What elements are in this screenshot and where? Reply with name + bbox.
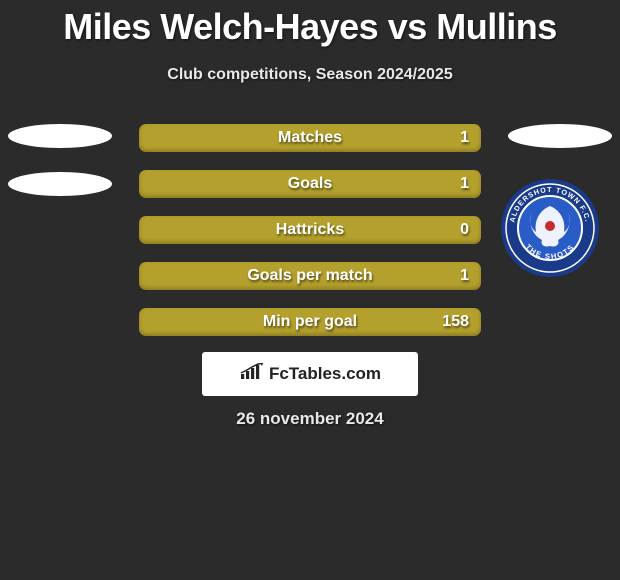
player-right-marker: [508, 124, 612, 148]
source-label: FcTables.com: [269, 364, 381, 384]
stat-label: Goals: [288, 175, 332, 193]
stat-bar: Min per goal 158: [139, 308, 481, 336]
stat-row: Min per goal 158: [0, 308, 620, 336]
stat-value: 1: [460, 267, 469, 285]
stat-value: 1: [460, 175, 469, 193]
source-box: FcTables.com: [202, 352, 418, 396]
stat-label: Matches: [278, 129, 342, 147]
stat-bar: Matches 1: [139, 124, 481, 152]
date-label: 26 november 2024: [0, 409, 620, 429]
chart-icon: [239, 363, 265, 386]
stat-row: Matches 1: [0, 124, 620, 152]
stat-value: 0: [460, 221, 469, 239]
stat-label: Goals per match: [247, 267, 372, 285]
stat-bar: Goals 1: [139, 170, 481, 198]
page-subtitle: Club competitions, Season 2024/2025: [0, 66, 620, 84]
player-left-marker: [8, 172, 112, 196]
stat-label: Min per goal: [263, 313, 357, 331]
stat-value: 1: [460, 129, 469, 147]
club-badge-right: ALDERSHOT TOWN F.C. THE SHOTS: [500, 178, 600, 278]
stat-label: Hattricks: [276, 221, 344, 239]
stat-bar: Hattricks 0: [139, 216, 481, 244]
page-title: Miles Welch-Hayes vs Mullins: [0, 0, 620, 48]
stat-value: 158: [442, 313, 469, 331]
stat-bar: Goals per match 1: [139, 262, 481, 290]
player-left-marker: [8, 124, 112, 148]
